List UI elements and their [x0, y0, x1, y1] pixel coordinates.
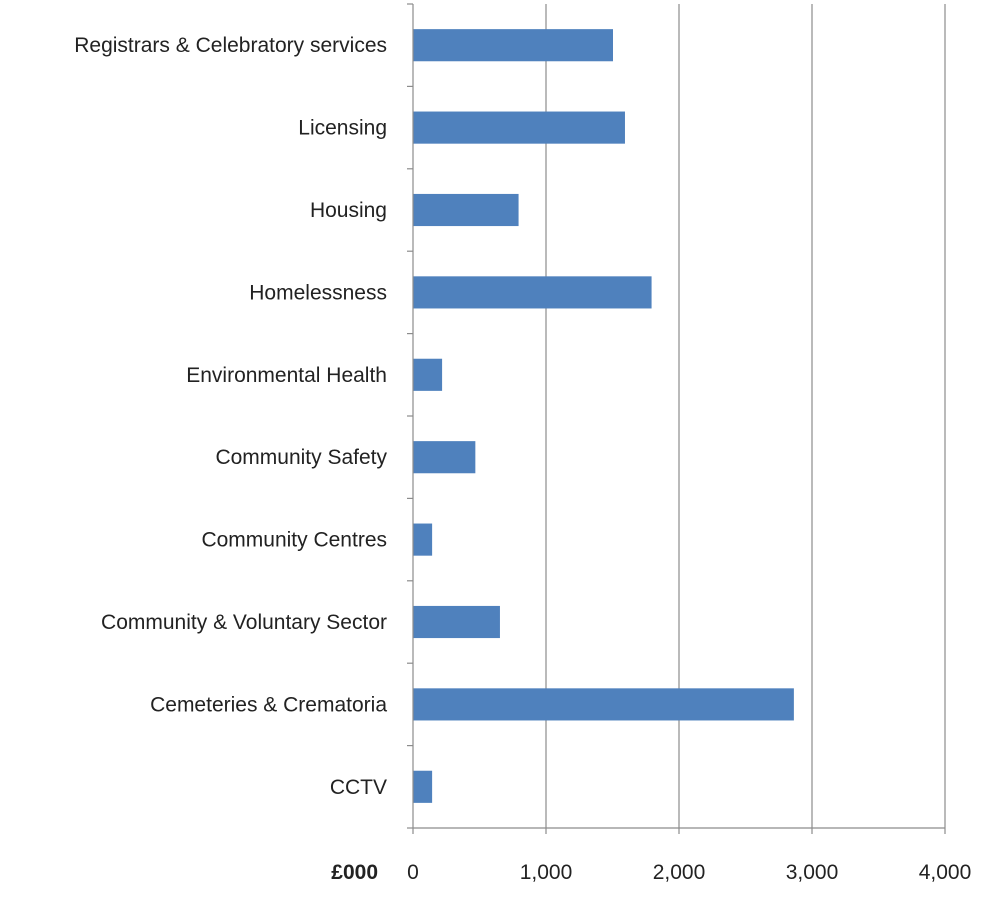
bar: [413, 276, 652, 309]
category-label: Housing: [310, 199, 387, 222]
bar: [413, 29, 613, 62]
bar: [413, 193, 519, 227]
bar: [413, 358, 443, 391]
bar: [413, 605, 500, 639]
category-label: Community Centres: [201, 529, 387, 552]
category-label: Registrars & Celebratory services: [74, 34, 387, 57]
x-tick-labels: 0 1,000 2,000 3,000 4,000: [407, 861, 971, 884]
category-label: Community Safety: [215, 446, 387, 469]
x-tick-label: 4,000: [919, 861, 972, 884]
x-tick-label: 3,000: [786, 861, 839, 884]
bar: [413, 111, 625, 144]
x-tick-label: 2,000: [653, 861, 706, 884]
bars: [413, 29, 794, 803]
x-tick-label: 1,000: [520, 861, 573, 884]
bar: [413, 770, 433, 803]
bar: [413, 523, 433, 556]
x-tick-label: 0: [407, 861, 419, 884]
unit-label: £000: [331, 861, 378, 884]
bar: [413, 688, 794, 721]
category-label: Licensing: [298, 117, 387, 140]
bar: [413, 441, 476, 474]
category-labels: Registrars & Celebratory services Licensi…: [74, 34, 387, 799]
category-label: CCTV: [330, 776, 387, 799]
category-label: Homelessness: [249, 281, 387, 304]
category-label: Cemeteries & Crematoria: [150, 693, 387, 716]
category-label: Community & Voluntary Sector: [101, 611, 387, 634]
axes: [407, 3, 946, 834]
category-label: Environmental Health: [186, 364, 387, 387]
